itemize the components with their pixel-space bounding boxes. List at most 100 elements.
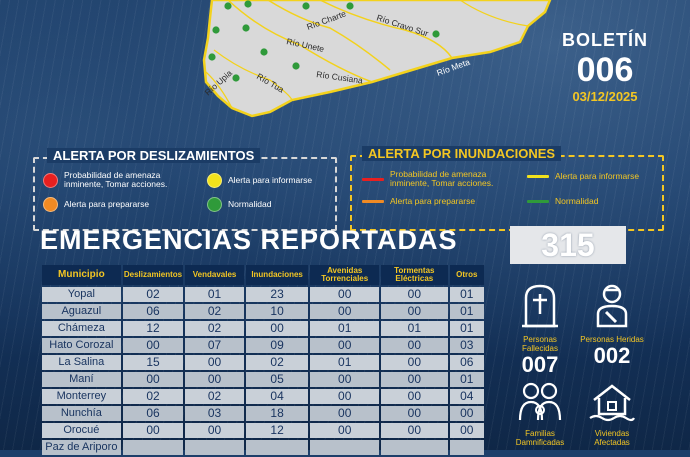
value-cell [245,440,309,455]
injured-value: 002 [593,343,631,368]
yellow-line-icon [527,175,549,178]
legend-item-imminent: Probabilidad de amenaza inminente, Tomar… [43,171,193,189]
value-cell: 02 [185,389,244,404]
value-cell: 00 [122,372,184,387]
value-cell: 10 [245,304,309,319]
value-cell: 01 [449,304,484,319]
value-cell: 00 [310,423,380,438]
total-value: 315 [541,227,595,263]
emergencies-title: EMERGENCIAS REPORTADAS [40,225,458,255]
legend-item-prepare: Alerta para prepararse [43,197,193,212]
legend-item-normal: Normalidad [207,197,332,212]
deceased-value: 007 [521,352,559,377]
legend-item-normal: Normalidad [527,197,657,206]
flood-alert-title: ALERTA POR INUNDACIONES [362,146,562,161]
bulletin-label: BOLETÍN [562,30,648,50]
table-row: Maní 00 00 05 00 00 01 [42,372,484,387]
value-cell: 12 [245,423,309,438]
status-dots [208,0,440,82]
families-label: Familias Damnificadas [515,429,565,447]
value-cell: 00 [310,406,380,421]
value-cell: 01 [381,321,448,336]
municipality-cell: Chámeza [42,321,121,336]
value-cell: 01 [310,321,380,336]
value-cell: 00 [185,372,244,387]
value-cell: 00 [381,372,448,387]
table-row: La Salina 15 00 02 01 00 06 [42,355,484,370]
river-line [213,49,293,101]
value-cell: 04 [449,389,484,404]
value-cell: 00 [310,287,380,302]
homes-label: Viviendas Afectadas [594,429,630,447]
legend-item-imminent: Probabilidad de amenaza inminente, Tomar… [362,170,522,188]
value-cell: 01 [310,355,380,370]
column-header: Vendavales [185,265,244,285]
municipality-cell: Aguazul [42,304,121,319]
legend-label: Alerta para informarse [555,171,640,181]
green-dot-icon [207,197,222,212]
bulletin-block: BOLETÍN 006 03/12/2025 [520,30,690,104]
column-header: Otros [449,265,484,285]
river-line [227,0,373,83]
value-cell: 00 [185,355,244,370]
deceased-label: Personas Fallecidas [521,335,558,353]
legend-item-inform: Alerta para informarse [527,172,657,181]
value-cell: 00 [245,321,309,336]
river-line [205,71,233,109]
value-cell: 18 [245,406,309,421]
value-cell [122,440,184,455]
value-cell: 02 [185,304,244,319]
value-cell [449,440,484,455]
table-row: Chámeza 12 02 00 01 01 01 [42,321,484,336]
orange-line-icon [362,200,384,203]
value-cell: 07 [185,338,244,353]
flood-alert-legend: ALERTA POR INUNDACIONES Probabilidad de … [350,146,664,231]
value-cell: 00 [381,304,448,319]
landslide-alert-legend: ALERTA POR DESLIZAMIENTOS Probabilidad d… [33,148,337,231]
value-cell: 00 [449,406,484,421]
value-cell: 02 [245,355,309,370]
stat-injured: Personas Heridas 002 [577,282,647,368]
column-header: Inundaciones [245,265,309,285]
value-cell: 03 [449,338,484,353]
map-shape [202,0,552,118]
municipality-cell: Hato Corozal [42,338,121,353]
value-cell: 06 [122,406,184,421]
municipality-cell: Orocué [42,423,121,438]
value-cell: 00 [122,423,184,438]
flooded-house-icon [589,384,635,422]
value-cell: 01 [449,287,484,302]
family-icon [518,382,562,421]
orange-dot-icon [43,197,58,212]
bulletin-date: 03/12/2025 [572,89,638,104]
legend-label: Alerta para informarse [228,175,313,185]
injured-label: Personas Heridas [580,335,644,344]
municipality-cell: Nunchía [42,406,121,421]
column-header: Avenidas Torrenciales [310,265,380,285]
legend-item-prepare: Alerta para prepararse [362,197,522,206]
value-cell: 00 [449,423,484,438]
table-row: Orocué 00 00 12 00 00 00 [42,423,484,438]
value-cell: 02 [122,287,184,302]
stat-homes: Viviendas Afectadas [577,380,647,447]
stat-families: Familias Damnificadas [505,380,575,447]
column-header: Municipio [42,265,121,285]
value-cell: 01 [449,372,484,387]
value-cell [310,440,380,455]
value-cell: 05 [245,372,309,387]
injured-person-icon [596,284,628,328]
table-row: Paz de Ariporo [42,440,484,455]
value-cell: 00 [381,338,448,353]
municipality-cell: Maní [42,372,121,387]
column-header: Deslizamientos [122,265,184,285]
tombstone-icon [522,284,558,328]
legend-item-inform: Alerta para informarse [207,173,332,188]
value-cell: 06 [122,304,184,319]
value-cell: 00 [381,355,448,370]
value-cell: 15 [122,355,184,370]
value-cell: 12 [122,321,184,336]
legend-label: Alerta para prepararse [390,196,476,206]
yellow-dot-icon [207,173,222,188]
legend-label: Probabilidad de amenaza inminente, Tomar… [390,169,494,188]
river-line [267,0,391,71]
